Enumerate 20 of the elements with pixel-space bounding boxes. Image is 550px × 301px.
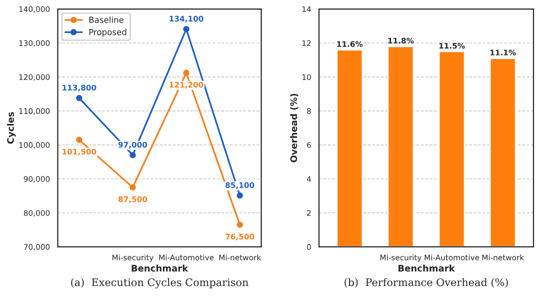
point bbox=[130, 184, 136, 190]
point bbox=[76, 94, 82, 102]
y-axis-title: Cycles bbox=[6, 112, 16, 144]
text: (b) Performance Overhead (%) bbox=[344, 278, 508, 288]
x-axis-title: Benchmark bbox=[398, 264, 456, 272]
y-axis-title: Overhead (%) bbox=[290, 94, 298, 162]
point bbox=[183, 26, 190, 32]
bar bbox=[438, 50, 466, 247]
text: (a) Execution Cycles Comparison bbox=[71, 278, 248, 288]
x-axis-title: Benchmark bbox=[132, 264, 188, 272]
point bbox=[236, 192, 243, 199]
point bbox=[183, 70, 190, 76]
bar bbox=[387, 46, 414, 247]
bar bbox=[336, 49, 364, 247]
legend-label: Baseline bbox=[89, 16, 124, 23]
point bbox=[236, 222, 243, 228]
point bbox=[76, 136, 82, 143]
bar bbox=[489, 58, 516, 247]
legend-label: Proposed bbox=[89, 28, 126, 37]
point bbox=[130, 152, 136, 158]
